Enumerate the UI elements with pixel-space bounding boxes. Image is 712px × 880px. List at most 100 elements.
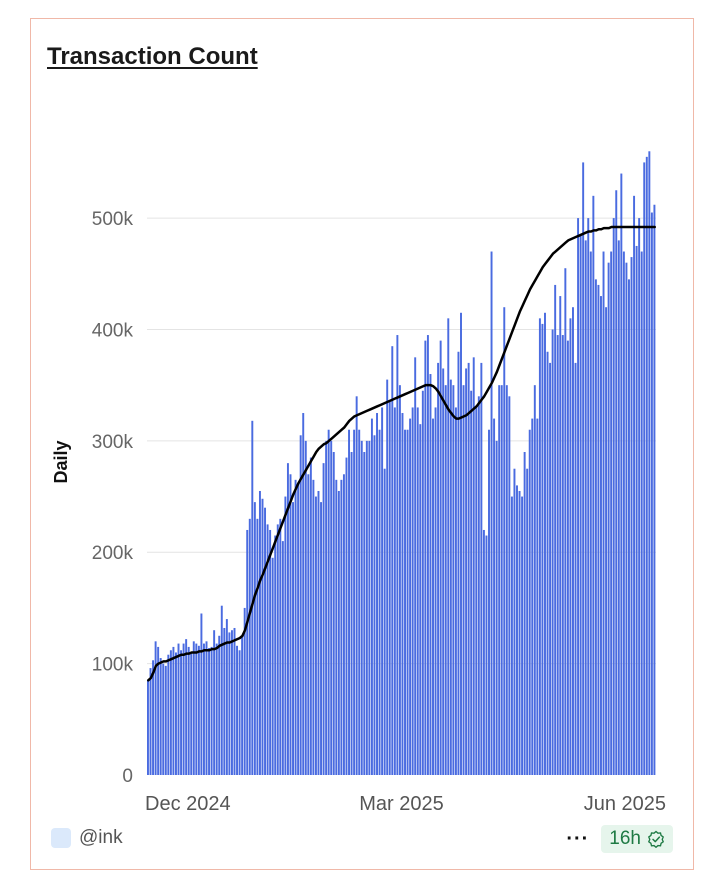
bar[interactable]: [617, 240, 620, 775]
bar[interactable]: [434, 407, 437, 775]
bar[interactable]: [605, 307, 608, 775]
bar[interactable]: [523, 452, 526, 775]
bar[interactable]: [500, 385, 503, 775]
bar[interactable]: [544, 312, 546, 775]
bar[interactable]: [314, 496, 317, 775]
bar[interactable]: [266, 524, 269, 775]
bar[interactable]: [615, 190, 618, 775]
bar[interactable]: [454, 407, 457, 775]
bar[interactable]: [167, 654, 170, 775]
bar[interactable]: [236, 645, 239, 775]
bar[interactable]: [185, 639, 188, 775]
bar[interactable]: [495, 440, 498, 775]
bar[interactable]: [630, 257, 633, 776]
bar[interactable]: [190, 652, 193, 775]
bar[interactable]: [607, 262, 610, 775]
bar[interactable]: [404, 429, 406, 775]
bar[interactable]: [551, 329, 554, 775]
bar[interactable]: [325, 440, 328, 775]
bar[interactable]: [370, 418, 373, 775]
bar[interactable]: [215, 643, 218, 775]
bar[interactable]: [332, 452, 335, 775]
bar[interactable]: [258, 490, 261, 775]
bar[interactable]: [447, 318, 450, 775]
bar[interactable]: [261, 498, 264, 775]
bar[interactable]: [406, 429, 409, 775]
bar[interactable]: [274, 535, 277, 775]
bar[interactable]: [521, 496, 524, 775]
bar[interactable]: [299, 435, 302, 775]
bar[interactable]: [640, 251, 643, 775]
bar[interactable]: [330, 440, 333, 775]
bar[interactable]: [230, 630, 233, 775]
bar[interactable]: [620, 173, 623, 776]
bar[interactable]: [307, 474, 310, 775]
bar[interactable]: [335, 479, 338, 775]
bar[interactable]: [584, 240, 587, 775]
bar[interactable]: [147, 680, 149, 775]
bar[interactable]: [587, 218, 590, 776]
bar[interactable]: [213, 630, 216, 775]
bar[interactable]: [292, 502, 294, 775]
bar[interactable]: [594, 279, 597, 775]
bar[interactable]: [373, 435, 376, 775]
bar[interactable]: [518, 490, 521, 775]
bar[interactable]: [381, 407, 384, 775]
bar[interactable]: [643, 162, 646, 775]
bar[interactable]: [269, 529, 272, 775]
bar[interactable]: [348, 429, 350, 775]
bar[interactable]: [516, 485, 518, 775]
bar[interactable]: [416, 407, 419, 775]
bar[interactable]: [175, 652, 177, 775]
bar[interactable]: [533, 385, 536, 775]
bar[interactable]: [157, 646, 160, 775]
bar[interactable]: [439, 340, 442, 775]
bar[interactable]: [363, 452, 366, 775]
bar[interactable]: [340, 479, 343, 775]
bar[interactable]: [401, 413, 404, 775]
bar[interactable]: [421, 390, 424, 775]
bar[interactable]: [197, 645, 200, 775]
bar[interactable]: [579, 234, 582, 775]
bar[interactable]: [228, 632, 231, 775]
bar[interactable]: [154, 641, 157, 775]
bar[interactable]: [378, 429, 381, 775]
bar[interactable]: [462, 385, 465, 775]
bar[interactable]: [508, 396, 511, 775]
bar[interactable]: [253, 502, 256, 775]
bar[interactable]: [169, 650, 172, 775]
bar[interactable]: [549, 362, 552, 775]
more-options-button[interactable]: ···: [566, 827, 590, 850]
bar[interactable]: [248, 518, 251, 775]
bar[interactable]: [452, 385, 455, 775]
bar[interactable]: [220, 605, 223, 775]
bar[interactable]: [294, 479, 297, 775]
bar[interactable]: [610, 251, 613, 775]
bar[interactable]: [424, 340, 427, 775]
bar[interactable]: [556, 335, 559, 775]
bar[interactable]: [337, 490, 340, 775]
bar[interactable]: [360, 440, 363, 775]
bar[interactable]: [470, 390, 473, 775]
bar[interactable]: [638, 218, 641, 776]
bar[interactable]: [225, 619, 228, 775]
source-legend[interactable]: @ink: [51, 827, 123, 849]
bar[interactable]: [391, 346, 394, 775]
bar[interactable]: [350, 452, 353, 775]
bar[interactable]: [592, 195, 595, 775]
bar[interactable]: [200, 613, 203, 776]
bar[interactable]: [388, 401, 391, 775]
bar[interactable]: [561, 335, 564, 775]
bar[interactable]: [528, 429, 531, 775]
bar[interactable]: [284, 496, 287, 775]
bar[interactable]: [398, 385, 401, 775]
bar[interactable]: [383, 468, 386, 775]
bar[interactable]: [536, 418, 539, 775]
bar[interactable]: [218, 635, 221, 775]
bar[interactable]: [409, 418, 412, 775]
bar[interactable]: [475, 407, 478, 775]
bar[interactable]: [648, 151, 651, 775]
bar[interactable]: [411, 407, 414, 775]
bar[interactable]: [625, 262, 628, 775]
bar[interactable]: [628, 279, 630, 775]
